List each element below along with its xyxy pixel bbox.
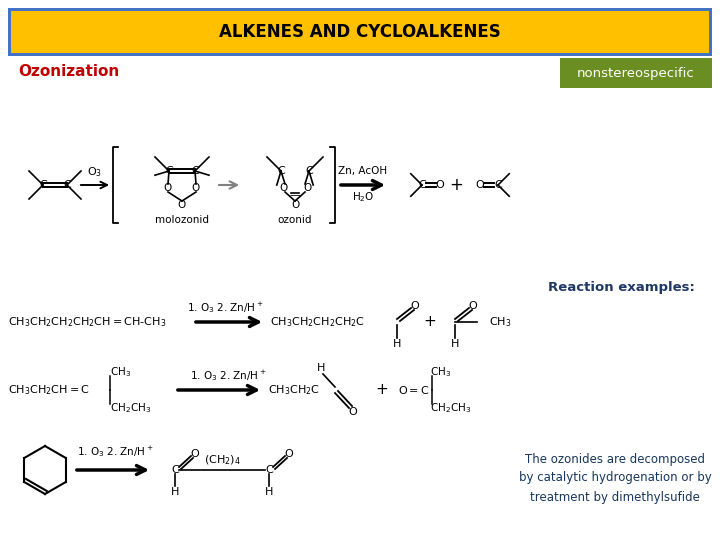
Text: CH$_2$CH$_3$: CH$_2$CH$_3$	[430, 401, 472, 415]
FancyBboxPatch shape	[560, 58, 712, 88]
Text: C: C	[418, 180, 426, 190]
Text: C: C	[305, 166, 313, 176]
Text: 1. O$_3$ 2. Zn/H$^+$: 1. O$_3$ 2. Zn/H$^+$	[186, 301, 264, 315]
Text: nonstereospecific: nonstereospecific	[577, 66, 695, 79]
Text: Ozonization: Ozonization	[18, 64, 120, 79]
Text: C: C	[171, 465, 179, 475]
Text: molozonid: molozonid	[155, 215, 209, 225]
Text: Reaction examples:: Reaction examples:	[548, 281, 695, 294]
Text: O: O	[284, 449, 293, 459]
Text: +: +	[423, 314, 436, 329]
Text: The ozonides are decomposed
by catalytic hydrogenation or by
treatment by dimeth: The ozonides are decomposed by catalytic…	[518, 453, 711, 503]
Text: (CH$_2$)$_4$: (CH$_2$)$_4$	[204, 453, 240, 467]
Text: O$=$C: O$=$C	[398, 384, 430, 396]
Text: H: H	[171, 487, 179, 497]
Text: +: +	[376, 382, 388, 397]
Text: CH$_3$: CH$_3$	[489, 315, 511, 329]
Text: H: H	[265, 487, 273, 497]
Text: C: C	[165, 166, 173, 176]
Text: O: O	[410, 301, 419, 311]
Text: C: C	[265, 465, 273, 475]
Text: Zn, AcOH: Zn, AcOH	[338, 166, 387, 176]
Text: —: —	[289, 190, 300, 200]
Text: O: O	[469, 301, 477, 311]
Text: O: O	[303, 183, 311, 193]
Text: O$_3$: O$_3$	[87, 165, 102, 179]
Text: ozonid: ozonid	[278, 215, 312, 225]
Text: 1. O$_3$ 2. Zn/H$^+$: 1. O$_3$ 2. Zn/H$^+$	[77, 444, 153, 460]
Text: CH$_3$: CH$_3$	[430, 365, 451, 379]
Text: O: O	[164, 183, 172, 193]
Text: C: C	[39, 180, 47, 190]
Text: O: O	[191, 449, 199, 459]
Text: ALKENES AND CYCLOALKENES: ALKENES AND CYCLOALKENES	[219, 23, 501, 41]
Text: CH$_3$CH$_2$CH$=$C: CH$_3$CH$_2$CH$=$C	[8, 383, 90, 397]
Text: CH$_2$CH$_3$: CH$_2$CH$_3$	[110, 401, 151, 415]
Text: C: C	[191, 166, 199, 176]
Text: CH$_3$CH$_2$CH$_2$CH$_2$C: CH$_3$CH$_2$CH$_2$CH$_2$C	[270, 315, 365, 329]
Text: 1. O$_3$ 2. Zn/H$^+$: 1. O$_3$ 2. Zn/H$^+$	[189, 368, 266, 383]
FancyBboxPatch shape	[8, 8, 712, 56]
Text: O: O	[279, 183, 287, 193]
Text: O: O	[291, 200, 299, 210]
Text: C: C	[277, 166, 285, 176]
Text: CH$_3$CH$_2$C: CH$_3$CH$_2$C	[268, 383, 320, 397]
Text: O: O	[436, 180, 444, 190]
Text: H$_2$O: H$_2$O	[352, 190, 374, 204]
Text: H: H	[451, 339, 459, 349]
Text: CH$_3$CH$_2$CH$_2$CH$_2$CH$=$CH-CH$_3$: CH$_3$CH$_2$CH$_2$CH$_2$CH$=$CH-CH$_3$	[8, 315, 166, 329]
Text: H: H	[393, 339, 401, 349]
Text: C: C	[63, 180, 71, 190]
FancyBboxPatch shape	[11, 11, 709, 53]
Text: O: O	[348, 407, 357, 417]
Text: O: O	[192, 183, 200, 193]
Text: O: O	[178, 200, 186, 210]
Text: O: O	[476, 180, 485, 190]
Text: +: +	[449, 176, 463, 194]
Text: H: H	[317, 363, 325, 373]
Text: CH$_3$: CH$_3$	[110, 365, 131, 379]
Text: C: C	[494, 180, 502, 190]
